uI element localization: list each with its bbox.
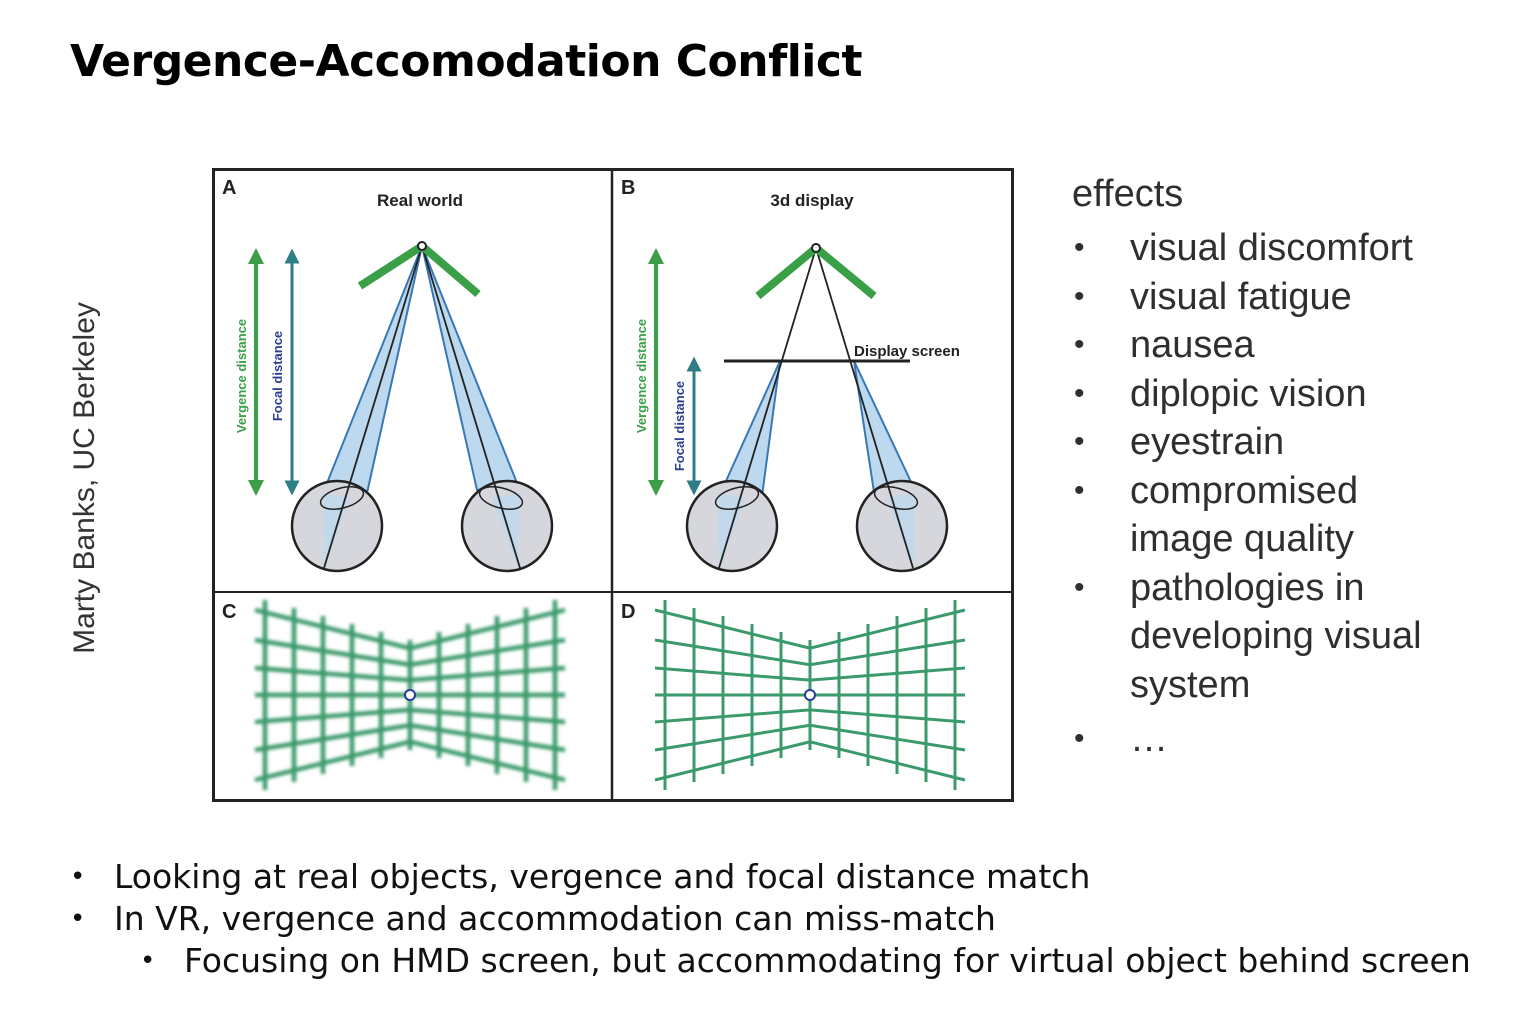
panel-b-fixation-point — [811, 243, 821, 253]
effects-item: • visual discomfort — [1072, 224, 1512, 273]
figure-svg: A Real world B 3d display C D — [212, 168, 1014, 802]
effects-item: • nausea — [1072, 321, 1512, 370]
panel-a-title: Real world — [377, 191, 463, 210]
panel-a-right-lens — [478, 486, 524, 510]
panel-a-left-sightline — [323, 245, 423, 569]
panel-a-fixation-point — [417, 241, 427, 251]
effects-title: effects — [1072, 173, 1184, 215]
effects-item: • eyestrain — [1072, 418, 1512, 467]
panel-b-left-lens — [714, 486, 760, 510]
bullet-icon: • — [1074, 231, 1085, 264]
panel-d-fixation-point — [804, 689, 816, 701]
bullet-icon: • — [140, 946, 156, 976]
bullet-icon: • — [1074, 473, 1085, 507]
panel-b-title: 3d display — [770, 191, 854, 210]
effects-item: • visual fatigue — [1072, 273, 1512, 322]
panel-d-letter: D — [621, 601, 635, 623]
effects-list: • visual discomfort • visual fatigue • naus… — [1072, 224, 1512, 764]
bullet-icon: • — [1074, 376, 1085, 410]
panel-a-left-lens — [319, 486, 365, 510]
bullet-icon: • — [1074, 570, 1085, 604]
panel-a-vergence-label: Vergence distance — [234, 319, 249, 433]
panel-a-right-eye-cone — [492, 493, 520, 568]
effects-item: • pathologies in developing visual system — [1072, 564, 1510, 710]
vergence-accommodation-figure: A Real world B 3d display C D — [212, 168, 1014, 802]
panel-b-display-screen-label: Display screen — [854, 343, 960, 360]
slide-title: Vergence-Accomodation Conflict — [70, 36, 863, 87]
bullet-icon: • — [1074, 328, 1085, 361]
effects-item: • diplopic vision — [1072, 370, 1512, 419]
bullet-icon: • — [1074, 425, 1085, 458]
panel-a-focal-label: Focal distance — [270, 331, 285, 421]
panel-b-left-sightline — [718, 247, 817, 569]
panel-b-right-sightline — [815, 247, 914, 569]
bullet-icon: • — [70, 904, 86, 934]
effects-panel: effects • visual discomfort • visual fatig… — [1072, 172, 1512, 764]
effects-item: • compromised image quality — [1072, 467, 1410, 564]
bullet-icon: • — [70, 862, 86, 892]
panel-b-3d-display: Display screen Vergence distance Focal d… — [634, 242, 960, 573]
effects-item: •… — [1072, 715, 1512, 764]
panel-c-letter: C — [222, 601, 236, 623]
panel-b-right-lens — [873, 486, 919, 510]
panel-b-focal-label: Focal distance — [672, 381, 687, 471]
panel-b-vergence-label: Vergence distance — [634, 319, 649, 433]
panel-a-real-world: Vergence distance Focal distance — [234, 241, 554, 573]
panel-b-letter: B — [621, 177, 635, 199]
panel-a-letter: A — [222, 177, 236, 199]
panel-c-blurred-grid — [254, 600, 566, 790]
credit-label: Marty Banks, UC Berkeley — [68, 302, 101, 654]
panel-c-fixation-point — [404, 689, 416, 701]
bullet-icon: • — [1074, 279, 1085, 313]
bullet-icon: • — [1074, 722, 1085, 755]
panel-a-right-sightline — [421, 245, 521, 569]
